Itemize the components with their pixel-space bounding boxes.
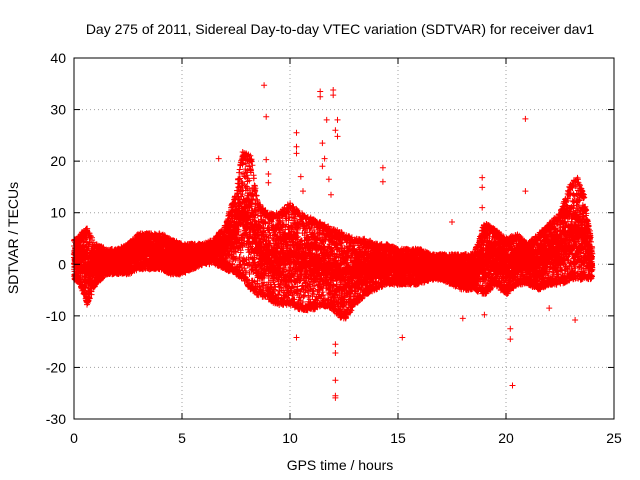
plot-frame [73, 57, 615, 420]
x-tick-label: 5 [178, 430, 186, 446]
y-tick-label: 30 [50, 102, 66, 118]
x-tick-labels: 0 5 10 15 20 25 [70, 430, 622, 446]
x-tick-label: 10 [282, 430, 298, 446]
x-tick-label: 0 [70, 430, 78, 446]
y-axis-label: SDTVAR / TECUs [5, 182, 21, 294]
y-tick-label: 0 [58, 256, 66, 272]
y-tick-labels: -30 -20 -10 0 10 20 30 40 [46, 50, 66, 427]
y-tick-label: -10 [46, 308, 66, 324]
axis-ticks [73, 57, 615, 420]
x-tick-label: 20 [498, 430, 514, 446]
chart-title: Day 275 of 2011, Sidereal Day-to-day VTE… [86, 21, 595, 37]
y-tick-label: -30 [46, 411, 66, 427]
y-tick-label: 20 [50, 153, 66, 169]
y-tick-label: 40 [50, 50, 66, 66]
y-tick-label: -20 [46, 359, 66, 375]
x-axis-label: GPS time / hours [287, 457, 394, 473]
x-tick-label: 25 [606, 430, 622, 446]
y-tick-label: 10 [50, 205, 66, 221]
x-tick-label: 15 [390, 430, 406, 446]
